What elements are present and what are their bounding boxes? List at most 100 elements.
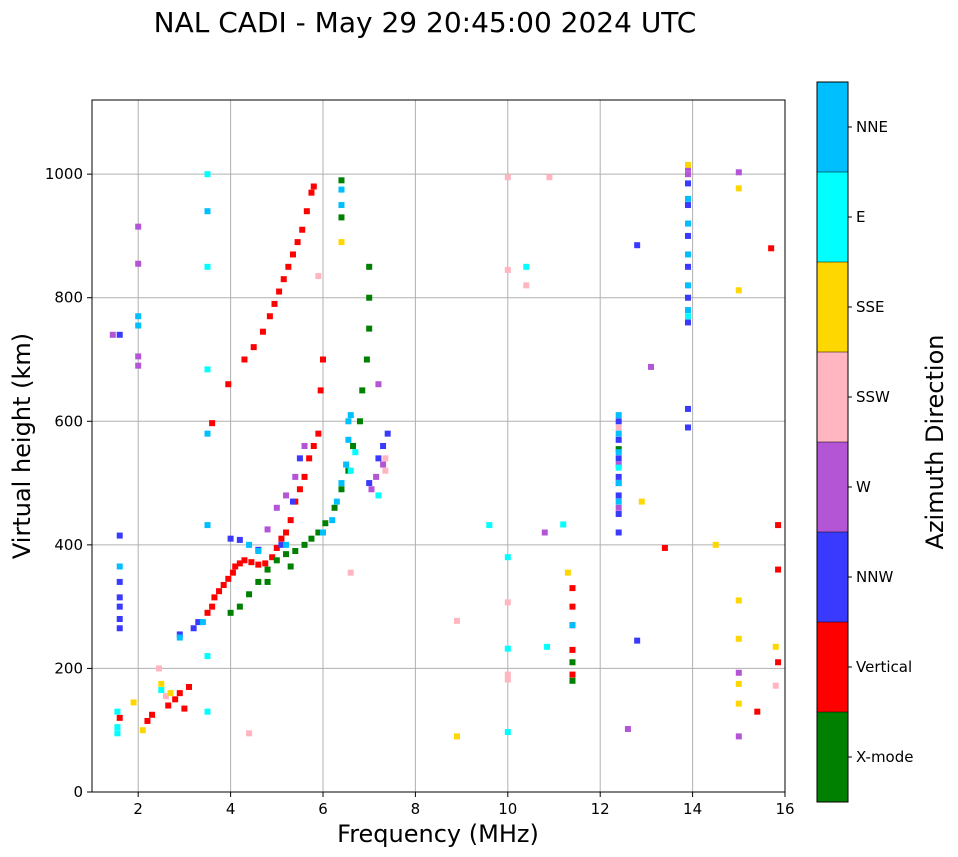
data-point-x-mode xyxy=(308,535,315,542)
data-point-x-mode xyxy=(363,356,370,363)
data-point-vertical xyxy=(317,387,324,394)
data-point-nnw xyxy=(236,536,243,543)
x-tick-label: 8 xyxy=(411,800,421,818)
data-point-w xyxy=(373,473,380,480)
y-tick-label: 800 xyxy=(54,289,83,307)
data-point-nnw xyxy=(615,492,622,499)
data-point-vertical xyxy=(569,646,576,653)
data-point-nne xyxy=(615,449,622,456)
data-point-vertical xyxy=(569,671,576,678)
data-point-vertical xyxy=(216,588,223,595)
data-point-w xyxy=(684,164,691,171)
data-point-ssw xyxy=(772,682,779,689)
data-point-vertical xyxy=(269,554,276,561)
data-point-sse xyxy=(139,727,146,734)
data-point-sse xyxy=(453,733,460,740)
data-point-nne xyxy=(320,529,326,536)
data-point-x-mode xyxy=(255,578,262,585)
data-point-nnw xyxy=(289,498,296,505)
x-tick-label: 2 xyxy=(133,800,143,818)
data-point-e xyxy=(504,729,511,736)
data-point-w xyxy=(615,504,622,511)
data-point-vertical xyxy=(176,690,183,697)
data-point-x-mode xyxy=(264,566,271,573)
data-point-nnw xyxy=(116,331,123,338)
data-point-nne xyxy=(329,517,336,524)
data-point-vertical xyxy=(283,529,290,536)
data-point-ssw xyxy=(246,730,253,737)
y-axis-label: Virtual height (km) xyxy=(8,333,36,559)
data-point-nne xyxy=(615,412,622,419)
data-point-nne xyxy=(347,412,354,419)
x-tick-label: 6 xyxy=(318,800,328,818)
data-point-nnw xyxy=(366,480,373,487)
y-tick-label: 1000 xyxy=(45,165,83,183)
data-point-nnw xyxy=(116,594,123,601)
data-point-x-mode xyxy=(356,418,363,425)
data-point-x-mode xyxy=(338,214,345,221)
data-point-e xyxy=(114,730,121,737)
chart-title: NAL CADI - May 29 20:45:00 2024 UTC xyxy=(153,6,697,39)
data-point-ssw xyxy=(504,266,511,273)
colorbar-swatch xyxy=(817,442,848,532)
data-point-x-mode xyxy=(322,520,329,527)
data-point-e xyxy=(158,687,165,694)
data-point-vertical xyxy=(287,517,294,524)
x-tick-label: 16 xyxy=(775,800,794,818)
data-point-x-mode xyxy=(366,325,373,332)
data-point-vertical xyxy=(273,544,280,551)
data-point-nne xyxy=(569,622,576,629)
data-point-vertical xyxy=(241,557,248,564)
data-point-vertical xyxy=(289,251,296,258)
x-axis-label: Frequency (MHz) xyxy=(337,820,539,848)
data-point-e xyxy=(504,645,511,652)
data-point-nnw xyxy=(634,242,641,249)
colorbar-swatch xyxy=(817,82,848,172)
data-point-sse xyxy=(338,239,345,246)
data-point-e xyxy=(615,464,622,471)
data-point-nnw xyxy=(684,263,691,270)
data-point-x-mode xyxy=(236,603,243,610)
data-point-nnw xyxy=(615,418,622,425)
data-point-vertical xyxy=(315,430,322,437)
data-point-e xyxy=(204,263,211,270)
data-point-nnw xyxy=(176,631,183,638)
data-point-vertical xyxy=(310,443,317,449)
colorbar-category-label: NNW xyxy=(856,568,893,586)
data-point-ssw xyxy=(504,599,511,606)
data-point-vertical xyxy=(303,208,310,215)
data-point-nnw xyxy=(296,455,303,462)
data-point-e xyxy=(352,449,359,456)
data-point-nnw xyxy=(684,180,691,187)
data-point-w xyxy=(135,260,142,267)
data-point-vertical xyxy=(285,263,292,270)
data-point-sse xyxy=(712,541,719,548)
data-point-nnw xyxy=(684,294,691,301)
data-point-vertical xyxy=(306,455,313,462)
data-point-sse xyxy=(735,700,742,707)
data-point-e xyxy=(114,724,121,731)
data-point-x-mode xyxy=(338,486,345,493)
data-point-vertical xyxy=(569,603,576,610)
data-point-vertical xyxy=(262,560,269,567)
data-point-nnw xyxy=(684,232,691,239)
x-axis-ticks: 2 4 6 8 10 12 14 16 xyxy=(133,792,795,818)
data-point-vertical xyxy=(241,356,248,363)
data-point-vertical xyxy=(149,711,156,718)
data-point-nne xyxy=(176,634,183,641)
data-point-nne xyxy=(684,220,691,227)
data-point-nnw xyxy=(684,405,691,412)
data-point-nnw xyxy=(684,319,691,326)
data-points xyxy=(109,161,782,740)
colorbar-swatch xyxy=(817,622,848,712)
data-point-e xyxy=(560,521,567,528)
data-point-e xyxy=(486,522,493,529)
data-point-nnw xyxy=(375,455,382,462)
data-point-ssw xyxy=(504,174,511,181)
data-point-vertical xyxy=(204,609,211,616)
data-point-vertical xyxy=(301,473,308,480)
data-point-e xyxy=(204,653,211,660)
data-point-e xyxy=(204,366,211,373)
data-point-e xyxy=(204,708,211,715)
data-point-vertical xyxy=(144,717,151,724)
